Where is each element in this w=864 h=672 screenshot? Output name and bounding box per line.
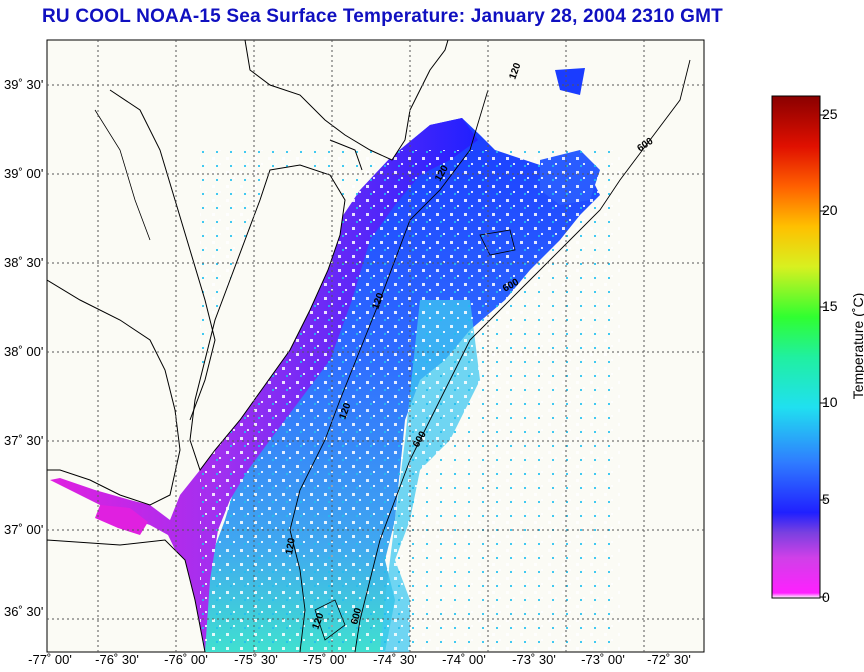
isobath-loop-south: [314, 599, 346, 641]
coastline-delmarva: [189, 164, 346, 472]
colorbar-tick-label: 15: [822, 298, 838, 314]
sst-field-nearshore: [50, 118, 478, 652]
contour-label: 120: [284, 537, 298, 556]
lat-label: 39˚ 00': [4, 166, 44, 181]
lon-label: -75˚ 30': [234, 652, 278, 667]
coastline-virginia: [47, 279, 181, 506]
coastline-north-carolina: [47, 539, 206, 652]
colorbar-tick-label: 20: [822, 202, 838, 218]
lon-label: -76˚ 00': [164, 652, 208, 667]
lon-label: -75˚ 00': [303, 652, 347, 667]
lon-label: -73˚ 30': [512, 652, 556, 667]
sst-field-northeast-patch: [555, 68, 585, 95]
lon-label: -74˚ 00': [442, 652, 486, 667]
lon-label: -74˚ 30': [373, 652, 417, 667]
lon-label: -76˚ 30': [95, 652, 139, 667]
isobath-small-loop: [479, 229, 516, 256]
colorbar-tick-label: 25: [822, 106, 838, 122]
delaware-bay-shore: [329, 139, 363, 171]
isobath-120: [289, 89, 489, 652]
lat-label: 39˚ 30': [4, 77, 44, 92]
lat-label: 37˚ 30': [4, 433, 44, 448]
graticule: [47, 40, 704, 652]
lat-label: 38˚ 00': [4, 344, 44, 359]
coastline-new-jersey: [244, 40, 449, 161]
lon-label: -77˚ 00': [28, 652, 72, 667]
sst-field-bay-magenta: [95, 505, 148, 535]
colorbar-tick-label: 0: [822, 589, 830, 605]
colorbar-tick-label: 5: [822, 491, 830, 507]
lon-label: -72˚ 30': [647, 652, 691, 667]
map-title: RU COOL NOAA-15 Sea Surface Temperature:…: [42, 6, 723, 27]
inlet-line: [94, 109, 151, 241]
colorbar-gradient: [771, 95, 821, 599]
lat-label: 38˚ 30': [4, 255, 44, 270]
colorbar-title: Temperature (˚C): [850, 292, 864, 400]
lat-label: 36˚ 30': [4, 604, 44, 619]
isobath-600: [354, 59, 691, 652]
colorbar-tick-label: 10: [822, 394, 838, 410]
chesapeake-shore: [109, 89, 216, 421]
lat-label: 37˚ 00': [4, 522, 44, 537]
lon-label: -73˚ 00': [581, 652, 625, 667]
contour-label: 600: [349, 606, 364, 625]
